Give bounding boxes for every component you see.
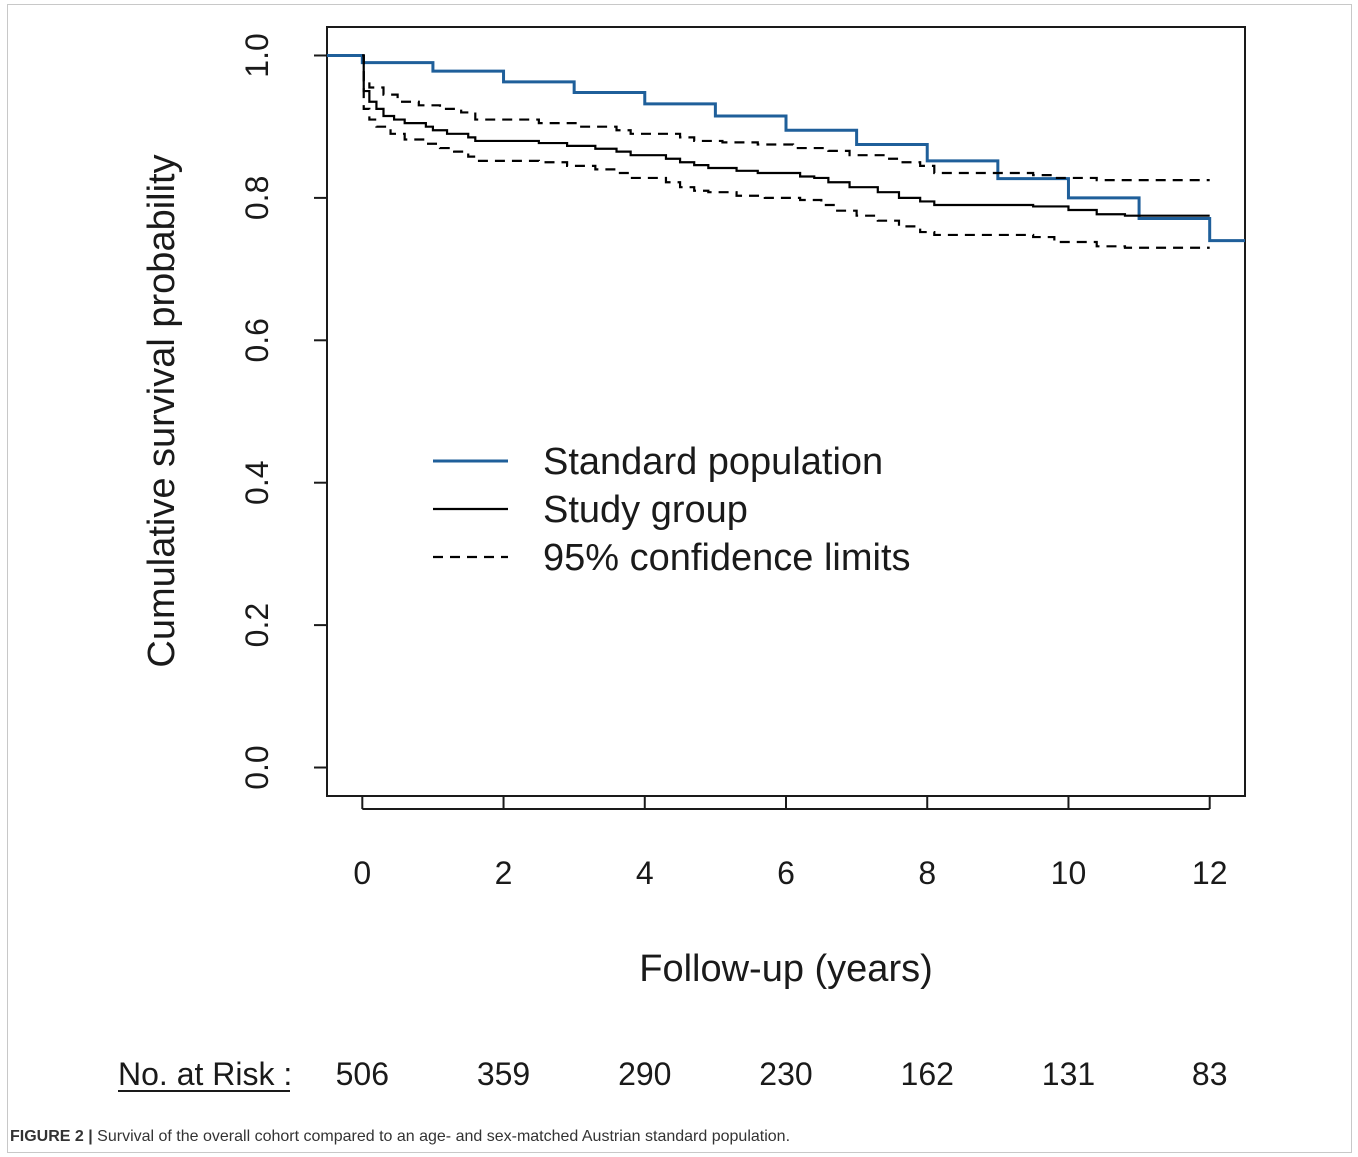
risk-count: 83 (1192, 1056, 1228, 1092)
risk-count: 290 (618, 1056, 671, 1092)
lower-confidence-limit-line (362, 54, 1210, 249)
y-axis: 0.0 0.2 0.4 0.6 0.8 1.0 (239, 33, 327, 790)
risk-table-label: No. at Risk : (118, 1056, 292, 1092)
study-group-line (362, 54, 1210, 217)
caption-text: Survival of the overall cohort compared … (92, 1128, 791, 1145)
y-tick-label: 1.0 (239, 33, 275, 77)
x-axis: 0 2 4 6 8 10 12 (353, 796, 1227, 891)
x-tick-label: 8 (918, 855, 936, 891)
y-axis-title: Cumulative survival probability (141, 154, 183, 667)
figure-frame (7, 4, 1352, 1153)
legend-label: 95% confidence limits (543, 537, 911, 579)
standard-population-line (327, 53, 1245, 243)
y-tick-label: 0.8 (239, 176, 275, 220)
series-layer (327, 53, 1245, 249)
x-tick-label: 0 (353, 855, 371, 891)
legend: Standard population Study group 95% confid… (433, 441, 911, 579)
caption-label: FIGURE 2 | (10, 1128, 93, 1145)
95-confidence-limits-line (362, 54, 1210, 182)
plot-frame (326, 26, 1246, 797)
y-tick-label: 0.2 (239, 603, 275, 647)
y-tick-label: 0.4 (239, 460, 275, 504)
x-tick-label: 6 (777, 855, 795, 891)
risk-count: 162 (901, 1056, 954, 1092)
x-tick-label: 12 (1192, 855, 1228, 891)
risk-count: 506 (336, 1056, 389, 1092)
legend-label: Study group (543, 489, 748, 531)
x-tick-label: 2 (495, 855, 513, 891)
risk-table: No. at Risk : 506 359 290 230 162 131 83 (118, 1056, 1227, 1092)
x-tick-label: 10 (1051, 855, 1087, 891)
risk-count: 131 (1042, 1056, 1095, 1092)
risk-count: 230 (759, 1056, 812, 1092)
x-tick-label: 4 (636, 855, 654, 891)
survival-chart: 0.0 0.2 0.4 0.6 0.8 1.0 0 2 4 6 8 10 12 Cumulative … (118, 26, 1246, 1092)
figure-caption: FIGURE 2 | Survival of the overall cohor… (10, 1128, 790, 1146)
risk-count: 359 (477, 1056, 530, 1092)
legend-label: Standard population (543, 441, 883, 483)
y-tick-label: 0.0 (239, 745, 275, 789)
x-axis-title: Follow-up (years) (639, 948, 933, 990)
y-tick-label: 0.6 (239, 318, 275, 362)
